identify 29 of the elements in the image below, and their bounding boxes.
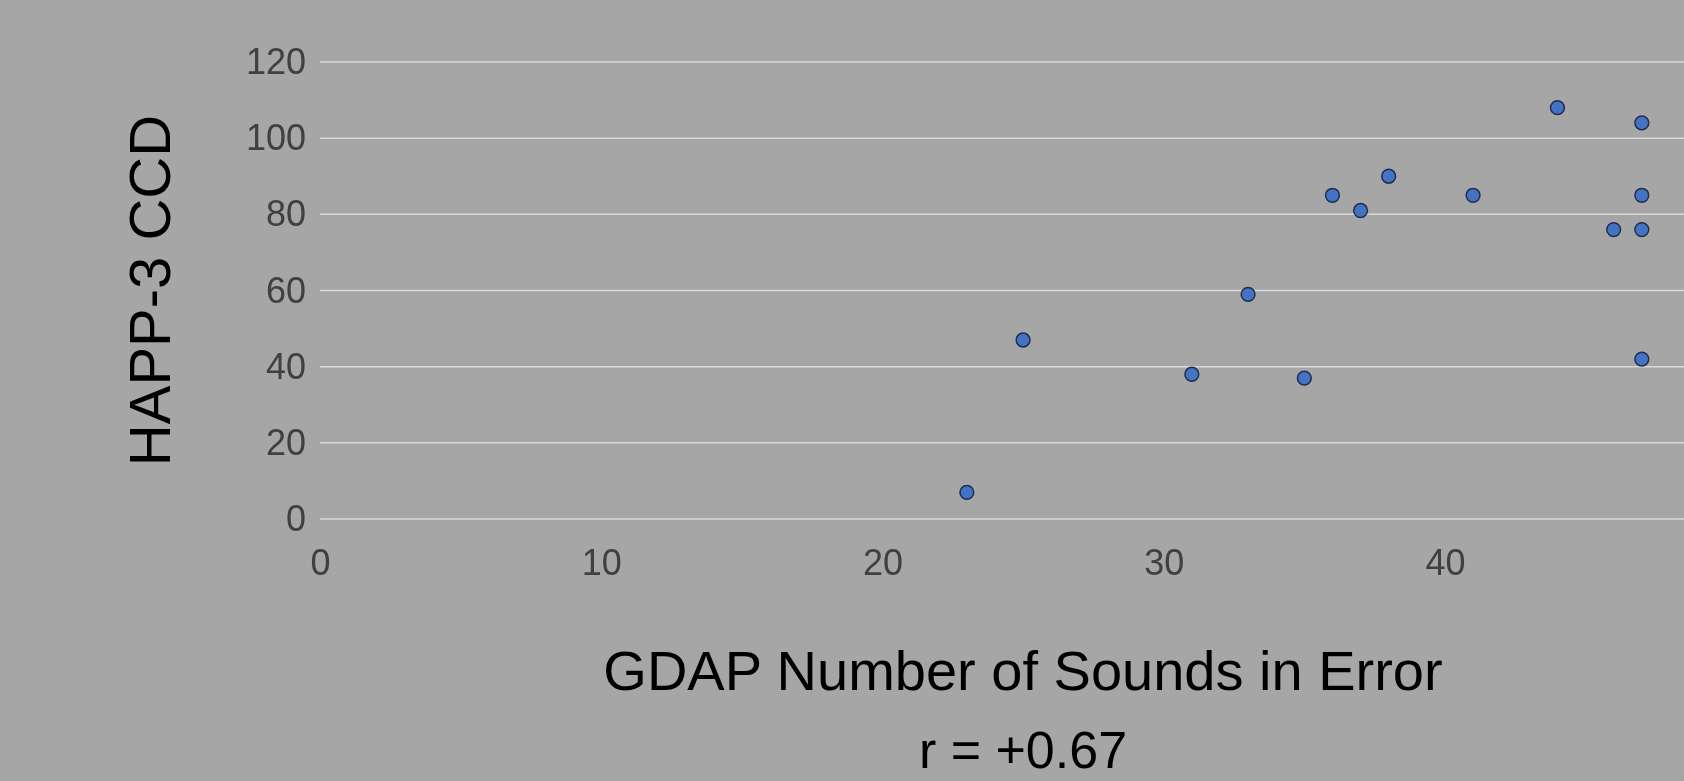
y-tick-label: 20 (265, 421, 306, 463)
point (1184, 366, 1200, 382)
point (1634, 187, 1650, 203)
point (1634, 221, 1650, 238)
point (959, 484, 975, 500)
y-tick-label: 120 (245, 41, 306, 83)
point (1015, 332, 1031, 348)
y-axis-title: HAPP-3 CCD (117, 114, 182, 467)
point (1296, 370, 1312, 386)
x-tick-label: 10 (581, 541, 622, 583)
y-tick-label: 60 (265, 269, 306, 311)
x-tick-label: 30 (1144, 541, 1185, 583)
y-tick-label: 0 (285, 498, 306, 540)
x-tick-label: 40 (1425, 541, 1466, 583)
x-axis-title: GDAP Number of Sounds in Error (603, 639, 1443, 702)
y-tick-label: 40 (265, 345, 306, 387)
point (1381, 168, 1397, 184)
point (1549, 100, 1566, 116)
point (1465, 187, 1481, 203)
y-tick-label: 80 (265, 193, 306, 235)
text: r = +0.67 (918, 721, 1128, 779)
point (1606, 221, 1622, 238)
point (1634, 115, 1650, 131)
x-tick-label: 20 (862, 541, 903, 583)
point (1240, 286, 1256, 302)
y-tick-label: 100 (245, 117, 306, 159)
point (1352, 202, 1369, 219)
point (1634, 351, 1650, 367)
point (1324, 187, 1341, 203)
